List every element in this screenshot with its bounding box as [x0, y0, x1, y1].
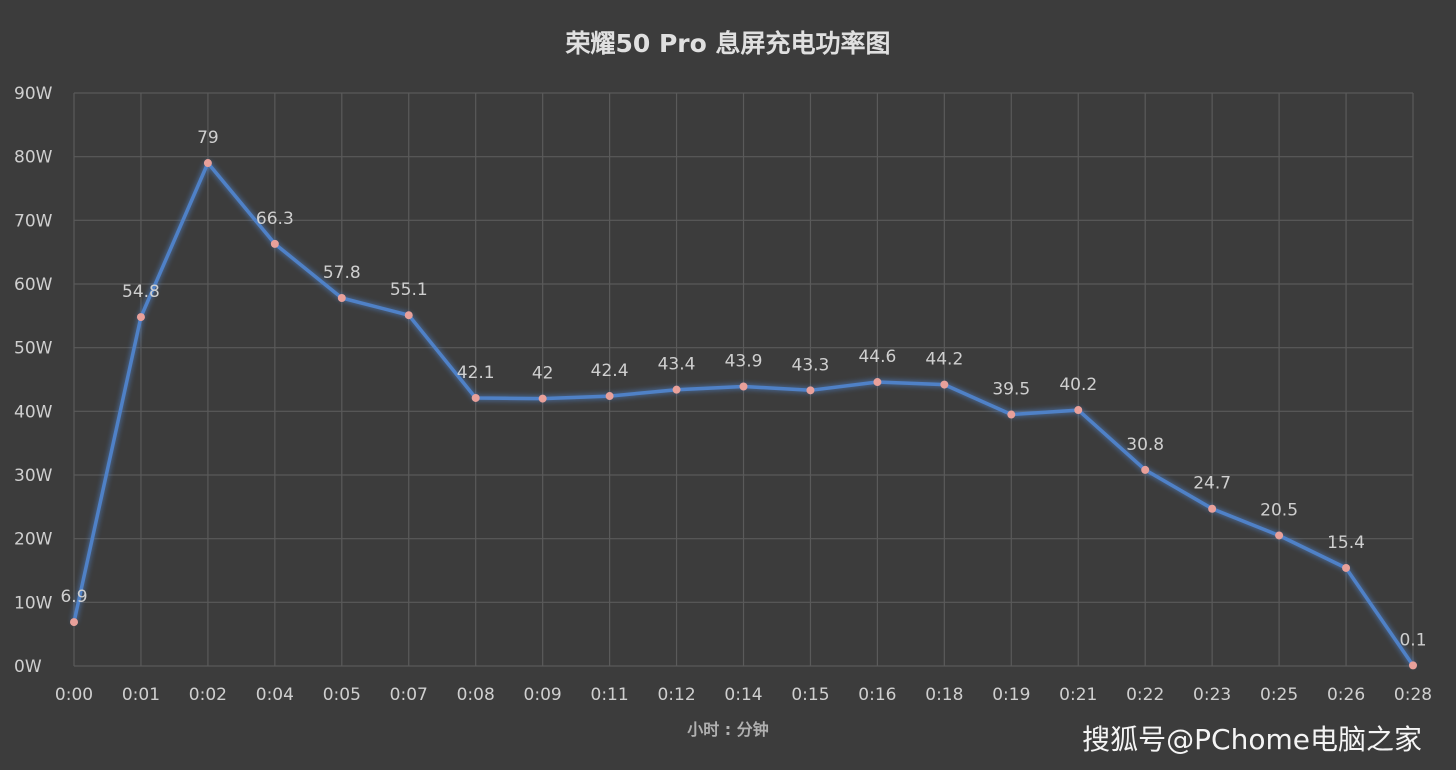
data-label: 42 [532, 364, 554, 384]
data-label: 44.2 [925, 350, 963, 370]
y-tick-label: 50W [14, 339, 53, 359]
data-point [70, 618, 78, 627]
data-label: 43.9 [725, 352, 763, 372]
data-label: 79 [197, 128, 219, 148]
y-tick-label: 20W [14, 530, 53, 550]
data-point [404, 311, 413, 320]
x-tick-label: 0:22 [1126, 685, 1164, 705]
data-point [940, 380, 949, 389]
y-tick-label: 40W [14, 402, 53, 422]
data-label: 54.8 [122, 282, 160, 302]
data-point [270, 239, 279, 248]
x-axis-label: 小时 : 分钟 [687, 720, 769, 739]
data-point [605, 392, 614, 401]
data-label: 42.1 [457, 363, 495, 383]
x-tick-label: 0:07 [390, 685, 428, 705]
data-label: 44.6 [858, 347, 896, 367]
data-point [538, 394, 547, 403]
x-tick-label: 0:16 [858, 685, 896, 705]
data-label: 57.8 [323, 263, 361, 283]
data-label: 66.3 [256, 209, 294, 229]
chart-title: 荣耀50 Pro 息屏充电功率图 [565, 29, 891, 58]
x-tick-label: 0:11 [591, 685, 629, 705]
x-tick-label: 0:14 [724, 685, 762, 705]
data-label: 15.4 [1327, 533, 1365, 553]
y-tick-label: 70W [14, 211, 53, 231]
data-point [337, 294, 346, 303]
data-label: 20.5 [1260, 500, 1298, 520]
data-label: 39.5 [992, 380, 1030, 400]
data-point [1141, 465, 1150, 474]
y-tick-label: 80W [14, 148, 53, 168]
data-point [471, 393, 480, 402]
y-tick-label: 60W [14, 275, 53, 295]
x-tick-label: 0:04 [256, 685, 294, 705]
x-tick-label: 0:21 [1059, 685, 1097, 705]
x-tick-label: 0:02 [189, 685, 227, 705]
y-tick-label: 10W [14, 593, 53, 613]
y-tick-label: 0W [14, 657, 42, 677]
data-point [806, 386, 815, 395]
data-point [739, 382, 748, 391]
data-point [1342, 563, 1351, 572]
x-tick-label: 0:18 [925, 685, 963, 705]
data-point [136, 313, 145, 322]
data-label: 40.2 [1059, 375, 1097, 395]
y-tick-label: 90W [14, 84, 53, 104]
data-label: 30.8 [1126, 435, 1164, 455]
x-tick-label: 0:09 [524, 685, 562, 705]
x-tick-label: 0:26 [1327, 685, 1365, 705]
data-label: 43.3 [792, 355, 830, 375]
x-tick-label: 0:25 [1260, 685, 1298, 705]
data-point [1409, 661, 1417, 670]
x-tick-label: 0:28 [1394, 685, 1432, 705]
x-tick-label: 0:12 [657, 685, 695, 705]
data-point [1275, 531, 1284, 540]
y-tick-label: 30W [14, 466, 53, 486]
data-point [672, 385, 681, 394]
x-tick-label: 0:00 [55, 685, 93, 705]
x-tick-label: 0:05 [323, 685, 361, 705]
data-point [873, 378, 882, 387]
x-tick-label: 0:19 [992, 685, 1030, 705]
data-label: 0.1 [1399, 630, 1426, 650]
watermark: 搜狐号@PChome电脑之家 [1082, 723, 1422, 756]
data-label: 43.4 [658, 355, 696, 375]
data-label: 55.1 [390, 280, 428, 300]
data-point [1208, 504, 1217, 513]
x-tick-label: 0:08 [457, 685, 495, 705]
data-point [1007, 410, 1016, 419]
x-tick-label: 0:23 [1193, 685, 1231, 705]
data-point [1074, 406, 1083, 415]
data-label: 6.9 [60, 587, 87, 607]
x-tick-label: 0:01 [122, 685, 160, 705]
data-point [203, 159, 212, 168]
x-tick-label: 0:15 [791, 685, 829, 705]
data-label: 24.7 [1193, 474, 1231, 494]
data-label: 42.4 [591, 361, 629, 381]
